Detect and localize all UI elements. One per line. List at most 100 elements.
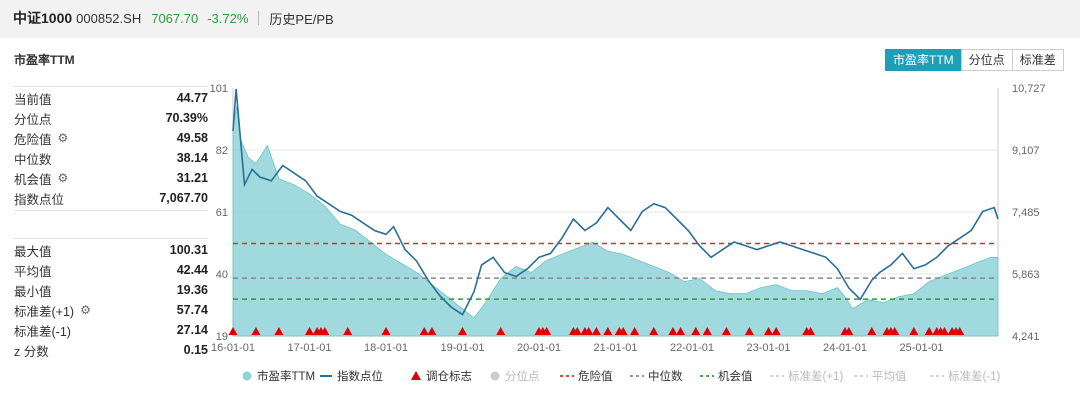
stat-row: 最大值 100.31	[14, 240, 208, 260]
y-tick-label-right: 4,241	[1012, 331, 1040, 343]
adjust-marker	[274, 327, 284, 335]
stat-row: 危险值 ⚙ 49.58	[14, 128, 208, 148]
adjust-marker	[305, 327, 314, 335]
legend-item[interactable]: 标准差(-1)	[930, 369, 1001, 383]
legend-dot-icon	[490, 371, 500, 381]
x-tick-label: 25-01-01	[899, 342, 943, 354]
legend-label: 危险值	[578, 369, 613, 383]
gear-icon[interactable]: ⚙	[80, 303, 91, 317]
adjust-marker	[427, 327, 437, 335]
stat-label-text: 中位数	[14, 152, 52, 167]
gear-icon[interactable]: ⚙	[57, 131, 69, 145]
stat-label: 最小值	[14, 281, 177, 300]
header-bar: 中证1000 000852.SH 7067.70 -3.72% 历史PE/PB	[0, 0, 1080, 36]
adjust-marker	[806, 327, 816, 335]
stat-label-text: 当前值	[14, 92, 52, 107]
stat-label: 标准差(-1)	[14, 321, 177, 340]
adjust-marker	[744, 327, 754, 335]
stats-divider	[14, 210, 208, 211]
stat-row: 分位点 70.39%	[14, 108, 208, 128]
x-tick-label: 22-01-01	[670, 342, 714, 354]
adjust-marker	[591, 327, 601, 335]
index-price: 7067.70	[151, 10, 199, 26]
y-tick-label-left: 61	[216, 207, 228, 219]
adjust-marker	[228, 327, 238, 335]
metric-button-percentile[interactable]: 分位点	[960, 49, 1013, 71]
adjust-marker	[771, 327, 781, 335]
legend-item[interactable]: 调仓标志	[411, 369, 472, 383]
y-tick-label-left: 19	[216, 331, 228, 343]
adjust-marker	[668, 327, 678, 335]
legend-triangle-icon	[411, 371, 421, 380]
legend-item[interactable]: 危险值	[560, 369, 613, 383]
adjust-marker	[458, 327, 467, 335]
legend-item[interactable]: 平均值	[854, 370, 907, 383]
stat-row: 标准差(-1) 27.14	[14, 320, 208, 340]
gear-icon[interactable]: ⚙	[57, 171, 69, 185]
stat-label-text: 指数点位	[14, 192, 65, 207]
index-name: 中证1000	[13, 10, 73, 26]
legend-item[interactable]: 分位点	[490, 369, 540, 383]
stat-value: 100.31	[169, 243, 208, 257]
metric-button-pe[interactable]: 市盈率TTM	[885, 49, 962, 71]
adjust-marker	[618, 327, 628, 335]
pe-area	[232, 106, 999, 337]
adjust-marker	[764, 327, 773, 335]
adjust-marker	[867, 327, 877, 335]
legend-item[interactable]: 标准差(+1)	[770, 369, 843, 383]
stat-label-text: z 分数	[14, 344, 49, 359]
stat-value: 27.14	[176, 323, 208, 337]
adjust-marker	[844, 327, 854, 335]
x-tick-label: 21-01-01	[593, 342, 637, 354]
legend-label: 指数点位	[337, 369, 383, 383]
adjust-marker	[584, 327, 594, 335]
adjust-marker	[572, 327, 582, 335]
index-line	[232, 88, 999, 316]
adjust-marker	[676, 327, 686, 335]
stat-label-text: 机会值	[14, 172, 52, 187]
stat-value: 49.58	[176, 131, 208, 145]
legend-label: 标准差(+1)	[788, 369, 843, 383]
adjust-marker	[419, 327, 429, 335]
adjust-marker	[343, 327, 353, 335]
stat-label-text: 最大值	[14, 244, 52, 259]
stat-label-text: 标准差(+1)	[14, 304, 75, 319]
y-tick-label-right: 5,863	[1012, 269, 1040, 281]
legend-item[interactable]: 指数点位	[320, 369, 383, 383]
tab-history-pe-pb[interactable]: 历史PE/PB	[269, 11, 334, 27]
adjust-marker	[603, 327, 613, 335]
legend-dot-icon	[242, 371, 252, 381]
stat-row: 指数点位 7,067.70	[14, 188, 208, 208]
valuation-card: 市盈率TTM 市盈率TTM 分位点 标准差 当前值 44.77 分位点 70.39% 危…	[0, 38, 1080, 408]
legend-item[interactable]: 机会值	[700, 369, 753, 383]
x-tick-label: 24-01-01	[823, 342, 867, 354]
stat-label: 当前值	[14, 89, 177, 108]
stat-row: 当前值 44.77	[14, 88, 208, 108]
stat-value: 44.77	[176, 91, 208, 105]
stat-label: 最大值	[14, 241, 170, 260]
stat-value: 0.15	[183, 343, 208, 357]
stat-value: 57.74	[176, 303, 208, 317]
legend-item[interactable]: 中位数	[630, 369, 683, 383]
stat-label: 平均值	[14, 261, 177, 280]
metric-button-stddev[interactable]: 标准差	[1011, 49, 1064, 71]
stat-label: 标准差(+1) ⚙	[14, 301, 177, 320]
stat-label: 分位点	[14, 109, 166, 128]
stat-row: 平均值 42.44	[14, 260, 208, 280]
adjust-marker	[721, 327, 731, 335]
stat-label-text: 标准差(-1)	[14, 324, 71, 339]
legend-item[interactable]: 市盈率TTM	[242, 369, 316, 383]
adjust-marker	[691, 327, 701, 335]
index-change: -3.72%	[207, 10, 249, 26]
adjust-marker	[542, 327, 552, 335]
stat-row: z 分数 0.15	[14, 340, 208, 360]
x-tick-label: 18-01-01	[364, 342, 408, 354]
stat-label: 危险值 ⚙	[14, 129, 177, 148]
stat-label: z 分数	[14, 341, 184, 360]
y-tick-label-left: 82	[216, 145, 228, 157]
legend-label: 机会值	[718, 369, 753, 383]
adjust-marker	[251, 327, 261, 335]
stat-value: 42.44	[176, 263, 208, 277]
legend-label: 平均值	[872, 370, 907, 383]
header-divider	[258, 11, 260, 25]
